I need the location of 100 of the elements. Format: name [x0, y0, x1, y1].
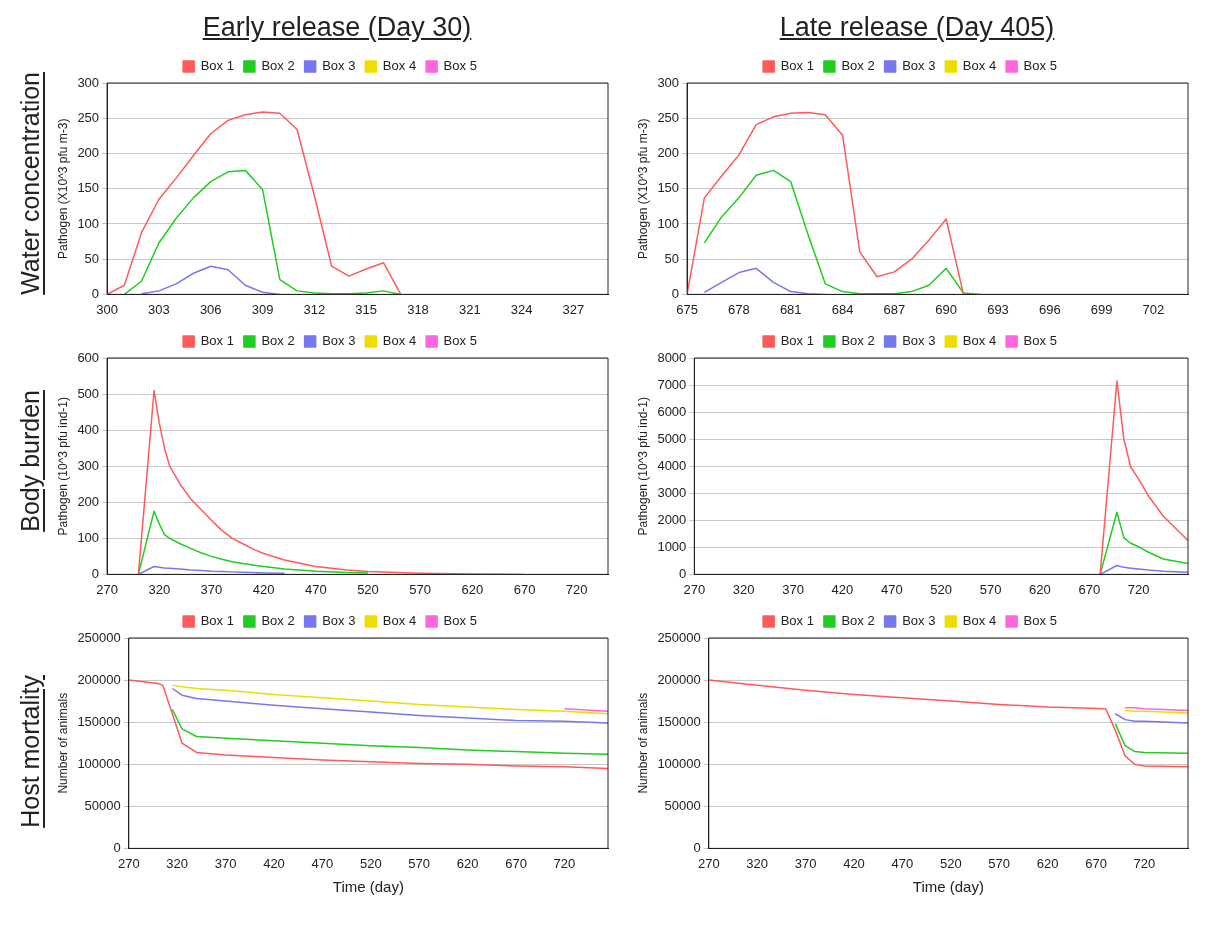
legend-label: Box 3: [902, 58, 936, 74]
x-tick-label: 678: [728, 301, 750, 317]
y-tick-label: 500: [77, 385, 100, 401]
x-tick-label: 370: [214, 855, 237, 871]
y-tick-label: 200: [77, 145, 100, 161]
legend-label: Box 5: [443, 333, 477, 349]
x-axis-title: Time (day): [332, 878, 404, 896]
x-tick-label: 420: [831, 581, 854, 597]
y-tick-label: 7000: [657, 376, 687, 392]
x-tick-label: 320: [732, 581, 755, 597]
x-tick-label: 720: [565, 581, 588, 597]
x-tick-label: 327: [562, 301, 585, 317]
y-axis-title: Pathogen (X10^3 pfu m-3): [635, 118, 650, 259]
y-tick-label: 5000: [657, 430, 687, 446]
x-tick-label: 570: [409, 581, 432, 597]
x-tick-label: 699: [1090, 301, 1113, 317]
y-tick-label: 400: [77, 421, 100, 437]
x-tick-label: 520: [357, 581, 379, 597]
x-tick-label: 312: [303, 301, 326, 317]
legend-label: Box 4: [382, 333, 417, 349]
x-tick-label: 670: [1085, 855, 1107, 871]
x-tick-label: 696: [1038, 301, 1061, 317]
y-tick-label: 300: [77, 457, 100, 473]
x-tick-label: 270: [117, 855, 140, 871]
y-tick-label: 6000: [657, 403, 687, 419]
text: Host mortality: [15, 674, 45, 828]
y-tick-label: 150: [657, 180, 680, 196]
y-tick-label: 100000: [657, 755, 701, 771]
legend-label: Box 3: [902, 613, 936, 629]
x-tick-label: 520: [359, 855, 382, 871]
x-tick-label: 681: [779, 301, 802, 317]
legend-label: Box 1: [780, 613, 814, 629]
x-tick-label: 370: [794, 855, 817, 871]
x-tick-label: 303: [148, 301, 170, 317]
y-axis-title: Number of animals: [635, 692, 650, 794]
y-axis-title: Number of animals: [55, 692, 70, 794]
legend-label: Box 2: [261, 58, 295, 74]
x-tick-label: 320: [746, 855, 769, 871]
x-tick-label: 693: [987, 301, 1009, 317]
y-tick-label: 100: [77, 215, 100, 231]
legend-label: Box 2: [841, 333, 875, 349]
y-tick-label: 0: [679, 565, 687, 581]
legend-label: Box 3: [902, 333, 936, 349]
x-tick-label: 470: [880, 581, 903, 597]
y-tick-label: 150: [77, 180, 100, 196]
x-tick-label: 675: [676, 301, 698, 317]
y-tick-label: 0: [693, 839, 701, 855]
legend-label: Box 1: [200, 58, 234, 74]
x-tick-label: 687: [883, 301, 906, 317]
x-tick-label: 420: [263, 855, 285, 871]
y-tick-label: 150000: [77, 713, 121, 729]
x-tick-label: 270: [683, 581, 706, 597]
x-tick-label: 570: [988, 855, 1011, 871]
y-tick-label: 200: [657, 145, 680, 161]
y-tick-label: 150000: [657, 713, 701, 729]
y-axis-title: Pathogen (10^3 pfu ind-1): [55, 397, 70, 536]
legend-label: Box 4: [962, 613, 997, 629]
y-tick-label: 0: [91, 285, 100, 301]
y-tick-label: 8000: [657, 349, 687, 365]
y-tick-label: 600: [77, 349, 100, 365]
x-tick-label: 320: [148, 581, 171, 597]
legend-label: Box 5: [443, 613, 477, 629]
legend-label: Box 1: [780, 58, 814, 74]
x-tick-label: 670: [1078, 581, 1101, 597]
x-tick-label: 720: [1127, 581, 1150, 597]
x-tick-label: 520: [930, 581, 953, 597]
legend-label: Box 1: [200, 333, 234, 349]
x-tick-label: 320: [166, 855, 189, 871]
legend-label: Box 5: [1023, 333, 1057, 349]
x-tick-label: 720: [553, 855, 576, 871]
x-tick-label: 370: [782, 581, 804, 597]
x-tick-label: 620: [456, 855, 479, 871]
legend-label: Box 2: [261, 613, 295, 629]
x-tick-label: 620: [1029, 581, 1051, 597]
x-tick-label: 670: [513, 581, 536, 597]
y-tick-label: 250000: [657, 629, 701, 645]
x-tick-label: 570: [408, 855, 431, 871]
y-tick-label: 1000: [657, 538, 687, 554]
x-tick-label: 315: [355, 301, 378, 317]
y-tick-label: 250000: [77, 629, 121, 645]
x-tick-label: 670: [505, 855, 527, 871]
text: Body burden: [15, 390, 45, 532]
legend-label: Box 2: [841, 58, 875, 74]
x-tick-label: 370: [200, 581, 223, 597]
x-tick-label: 321: [458, 301, 481, 317]
x-tick-label: 702: [1142, 301, 1165, 317]
x-tick-label: 324: [510, 301, 533, 317]
legend-label: Box 3: [322, 58, 356, 74]
y-tick-label: 0: [671, 285, 680, 301]
y-tick-label: 200: [77, 493, 100, 509]
x-tick-label: 270: [697, 855, 720, 871]
y-tick-label: 50000: [664, 797, 701, 813]
legend-label: Box 5: [443, 58, 477, 74]
legend-label: Box 1: [200, 613, 234, 629]
legend-label: Box 2: [841, 613, 875, 629]
x-tick-label: 690: [935, 301, 958, 317]
legend-label: Box 3: [322, 613, 356, 629]
y-tick-label: 4000: [657, 457, 687, 473]
legend-label: Box 5: [1023, 613, 1057, 629]
y-tick-label: 0: [91, 565, 100, 581]
